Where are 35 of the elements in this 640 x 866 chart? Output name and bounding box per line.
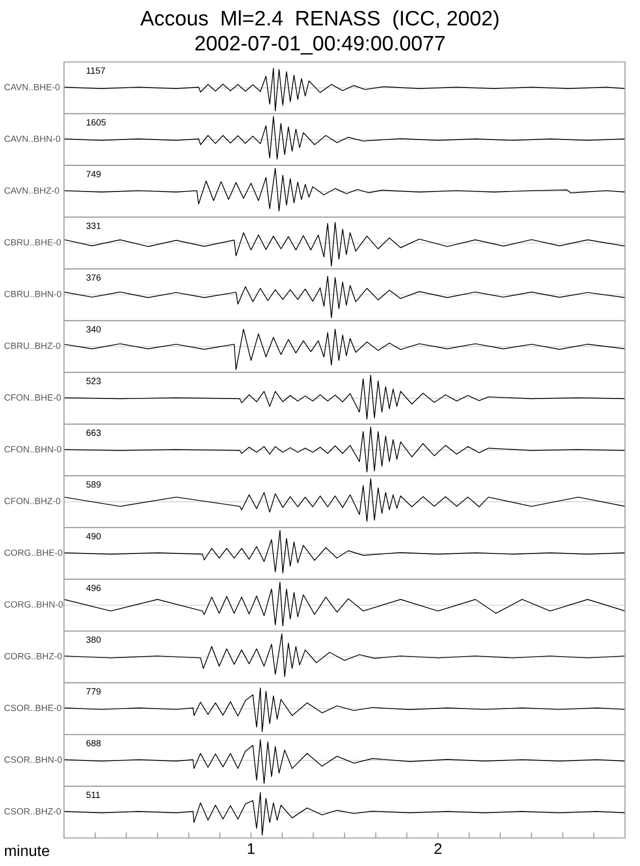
- y-axis-title: CSOR..BHZ-0: [4, 808, 61, 815]
- annotation: 1157: [86, 68, 105, 74]
- x-tick-label: 1: [248, 843, 255, 854]
- annotation: 376: [86, 274, 101, 281]
- annotation: 1605: [86, 119, 106, 126]
- y-axis-title: CFON..BHE-0: [4, 394, 61, 401]
- x-axis-title: minute: [5, 844, 50, 856]
- annotation: 749: [86, 170, 101, 178]
- y-axis-title: CBRU..BHZ-0: [4, 342, 60, 349]
- annotation: 331: [86, 222, 101, 230]
- annotation: 688: [86, 740, 101, 746]
- chart-subtitle: 2002-07-01_00:49:00.0077: [195, 36, 445, 55]
- annotation: 340: [86, 326, 101, 332]
- y-axis-title: CFON..BHZ-0: [4, 498, 60, 504]
- annotation: 490: [86, 533, 101, 540]
- y-axis-title: CORG..BHE-0: [4, 549, 62, 556]
- y-axis-title: CFON..BHN-0: [4, 446, 62, 452]
- y-axis-title: CBRU..BHE-0: [4, 239, 61, 246]
- y-axis-title: CBRU..BHN-0: [4, 290, 62, 298]
- y-axis-title: CORG..BHN-0: [4, 601, 63, 608]
- chart-title: Accous Ml=2.4 RENASS (ICC, 2002): [140, 10, 498, 30]
- y-axis-title: CAVN..BHE-0: [4, 84, 60, 90]
- y-axis-title: CSOR..BHN-0: [4, 756, 62, 763]
- y-axis-title: CSOR..BHE-0: [4, 704, 62, 712]
- x-tick-label: 2: [434, 843, 442, 854]
- annotation: 523: [86, 378, 101, 384]
- y-axis-title: CAVN..BHZ-0: [4, 187, 60, 194]
- y-axis-title: CORG..BHZ-0: [4, 652, 62, 660]
- annotation: 779: [86, 688, 101, 695]
- annotation: 589: [86, 481, 101, 488]
- y-axis-title: CAVN..BHN-0: [4, 136, 60, 142]
- annotation: 511: [86, 792, 100, 798]
- annotation: 663: [86, 430, 101, 436]
- annotation: 496: [86, 584, 101, 592]
- annotation: 380: [86, 636, 101, 643]
